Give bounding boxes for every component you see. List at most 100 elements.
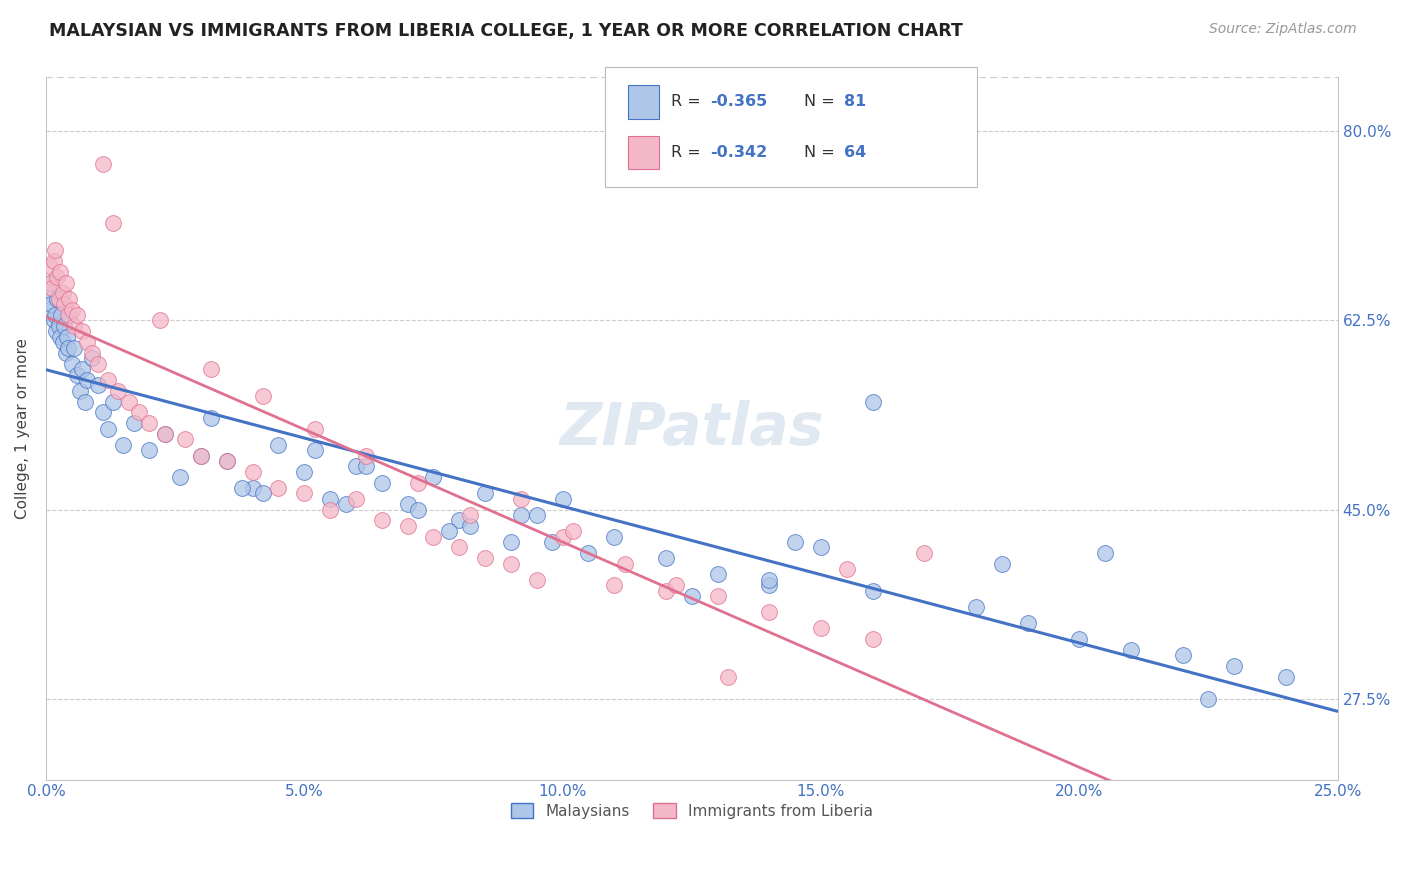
Point	[48, 292, 70, 306]
Point	[242, 465, 264, 479]
Point	[252, 486, 274, 500]
Point	[63, 341, 86, 355]
Text: Source: ZipAtlas.com: Source: ZipAtlas.com	[1209, 22, 1357, 37]
Text: R =: R =	[671, 95, 706, 109]
Point	[681, 589, 703, 603]
Text: N =: N =	[804, 95, 841, 109]
Point	[128, 405, 150, 419]
Point	[70, 362, 93, 376]
Point	[965, 599, 987, 614]
Point	[835, 562, 858, 576]
Point	[1094, 546, 1116, 560]
Point	[665, 578, 688, 592]
Point	[562, 524, 585, 538]
Point	[785, 535, 807, 549]
Point	[267, 481, 290, 495]
Point	[44, 244, 66, 258]
Point	[1223, 659, 1246, 673]
Point	[91, 405, 114, 419]
Point	[46, 292, 69, 306]
Text: -0.365: -0.365	[710, 95, 768, 109]
Point	[862, 583, 884, 598]
Point	[97, 421, 120, 435]
Point	[39, 286, 62, 301]
Point	[292, 486, 315, 500]
Point	[86, 378, 108, 392]
Point	[474, 486, 496, 500]
Point	[449, 541, 471, 555]
Point	[758, 605, 780, 619]
Point	[215, 454, 238, 468]
Point	[153, 426, 176, 441]
Point	[97, 373, 120, 387]
Point	[153, 426, 176, 441]
Point	[149, 313, 172, 327]
Text: MALAYSIAN VS IMMIGRANTS FROM LIBERIA COLLEGE, 1 YEAR OR MORE CORRELATION CHART: MALAYSIAN VS IMMIGRANTS FROM LIBERIA COL…	[49, 22, 963, 40]
Point	[138, 416, 160, 430]
Legend: Malaysians, Immigrants from Liberia: Malaysians, Immigrants from Liberia	[505, 797, 879, 824]
Point	[91, 157, 114, 171]
Point	[437, 524, 460, 538]
Point	[1119, 643, 1142, 657]
Point	[44, 308, 66, 322]
Point	[267, 438, 290, 452]
Point	[292, 465, 315, 479]
Point	[190, 449, 212, 463]
Point	[396, 497, 419, 511]
Point	[655, 551, 678, 566]
Point	[1017, 615, 1039, 630]
Point	[112, 438, 135, 452]
Point	[474, 551, 496, 566]
Point	[551, 491, 574, 506]
Point	[48, 318, 70, 333]
Point	[510, 508, 533, 522]
Point	[344, 491, 367, 506]
Point	[60, 357, 83, 371]
Point	[190, 449, 212, 463]
Point	[60, 302, 83, 317]
Point	[82, 346, 104, 360]
Point	[215, 454, 238, 468]
Point	[53, 318, 76, 333]
Point	[422, 530, 444, 544]
Point	[101, 394, 124, 409]
Point	[56, 341, 79, 355]
Point	[304, 443, 326, 458]
Point	[406, 502, 429, 516]
Point	[458, 518, 481, 533]
Point	[526, 573, 548, 587]
Point	[200, 362, 222, 376]
Point	[38, 302, 60, 317]
Point	[1171, 648, 1194, 663]
Point	[319, 502, 342, 516]
Point	[38, 276, 60, 290]
Point	[1069, 632, 1091, 647]
Point	[706, 589, 728, 603]
Point	[406, 475, 429, 490]
Point	[42, 313, 65, 327]
Point	[758, 578, 780, 592]
Point	[603, 578, 626, 592]
Point	[55, 346, 77, 360]
Point	[242, 481, 264, 495]
Point	[510, 491, 533, 506]
Point	[76, 373, 98, 387]
Point	[42, 254, 65, 268]
Text: N =: N =	[804, 145, 841, 160]
Point	[458, 508, 481, 522]
Text: ZIPatlas: ZIPatlas	[560, 400, 824, 457]
Point	[55, 329, 77, 343]
Point	[252, 389, 274, 403]
Point	[912, 546, 935, 560]
Point	[169, 470, 191, 484]
Point	[200, 410, 222, 425]
Point	[55, 276, 77, 290]
Text: 64: 64	[844, 145, 866, 160]
Point	[862, 394, 884, 409]
Point	[51, 335, 73, 350]
Text: -0.342: -0.342	[710, 145, 768, 160]
Point	[1275, 670, 1298, 684]
Point	[717, 670, 740, 684]
Point	[66, 368, 89, 382]
Point	[499, 557, 522, 571]
